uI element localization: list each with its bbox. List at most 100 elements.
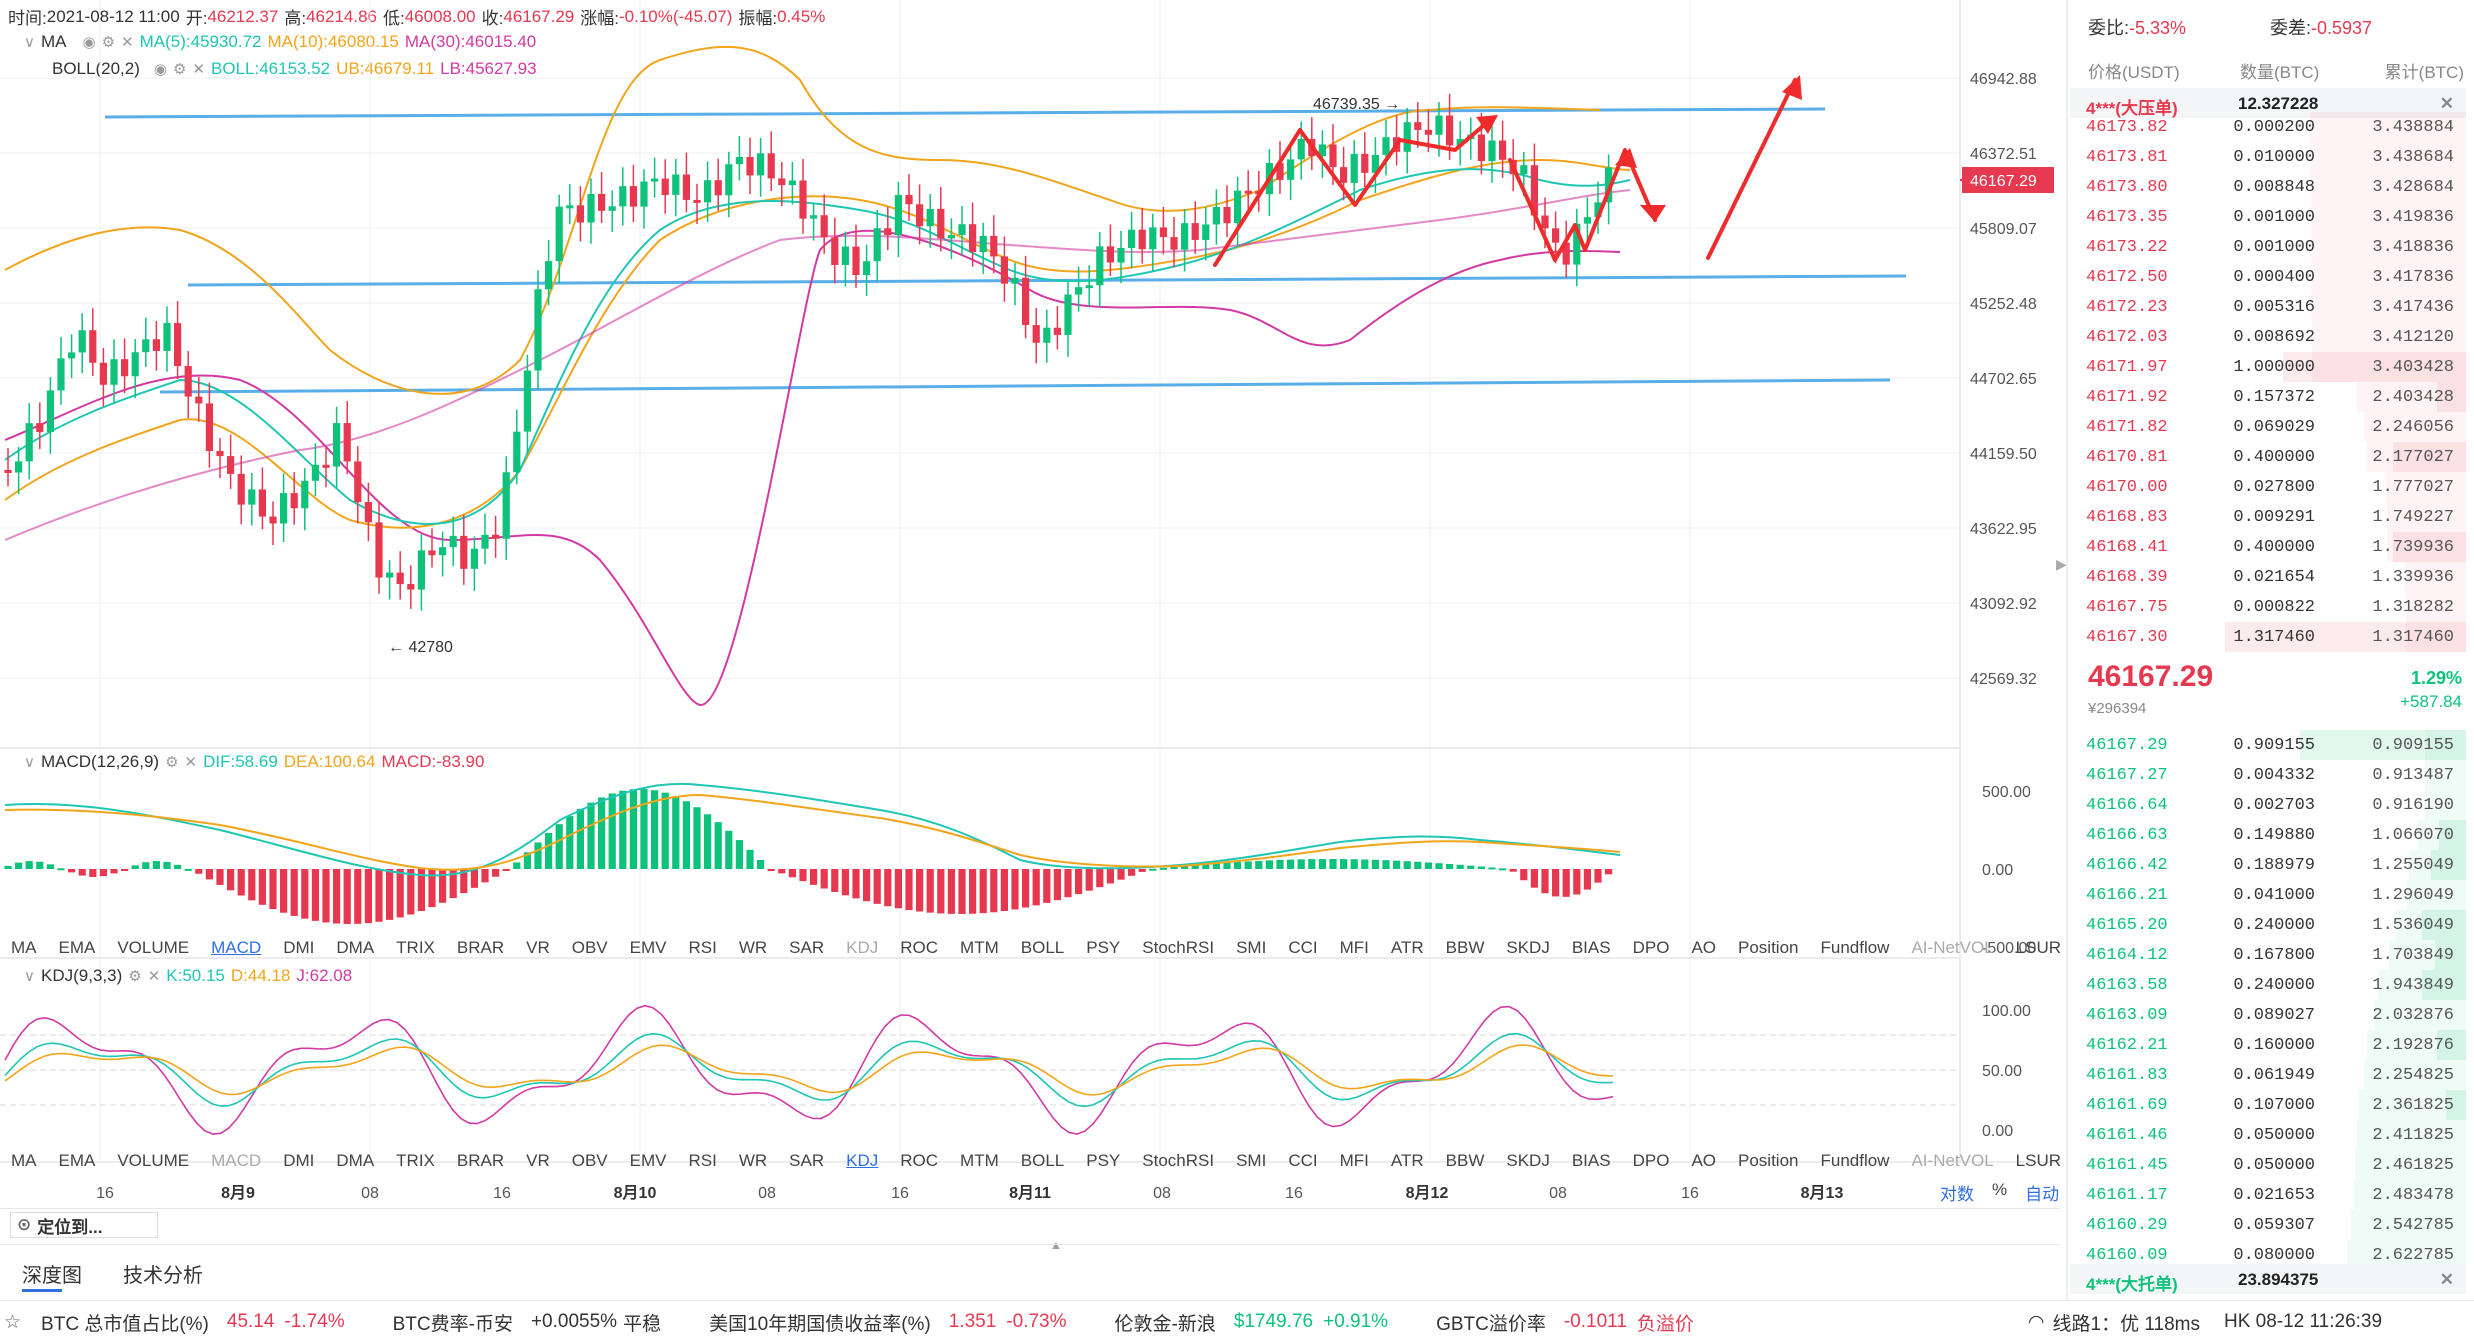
tab-dmi[interactable]: DMI bbox=[283, 938, 315, 957]
ask-row[interactable]: 46173.80 0.008848 3.428684 bbox=[2070, 172, 2466, 202]
tab-mfi[interactable]: MFI bbox=[1339, 938, 1369, 957]
tab-boll[interactable]: BOLL bbox=[1020, 938, 1065, 957]
tab-roc[interactable]: ROC bbox=[900, 1151, 939, 1170]
tab-dma[interactable]: DMA bbox=[336, 1151, 375, 1170]
tab-position[interactable]: Position bbox=[1738, 1151, 1799, 1170]
close-icon[interactable]: ✕ bbox=[147, 968, 161, 985]
tab-skdj[interactable]: SKDJ bbox=[1506, 1151, 1550, 1170]
gear-icon[interactable]: ⚙ bbox=[165, 754, 179, 771]
tab-bias[interactable]: BIAS bbox=[1571, 1151, 1611, 1170]
kline-chart[interactable]: 46739.35 → ← 42780 46167.29 46942.88 4637… bbox=[0, 0, 2060, 1250]
tab-vr[interactable]: VR bbox=[526, 938, 550, 957]
tab-cci[interactable]: CCI bbox=[1288, 938, 1318, 957]
bid-row[interactable]: 46160.29 0.059307 2.542785 bbox=[2070, 1210, 2466, 1240]
bid-row[interactable]: 46161.46 0.050000 2.411825 bbox=[2070, 1120, 2466, 1150]
tab-skdj[interactable]: SKDJ bbox=[1506, 938, 1550, 957]
tab-wr[interactable]: WR bbox=[738, 1151, 768, 1170]
bid-row[interactable]: 46161.83 0.061949 2.254825 bbox=[2070, 1060, 2466, 1090]
ask-row[interactable]: 46173.81 0.010000 3.438684 bbox=[2070, 142, 2466, 172]
tab-mtm[interactable]: MTM bbox=[960, 938, 999, 957]
ask-row[interactable]: 46173.35 0.001000 3.419836 bbox=[2070, 202, 2466, 232]
ask-row[interactable]: 46167.75 0.000822 1.318282 bbox=[2070, 592, 2466, 622]
log-scale-toggle[interactable]: 对数 bbox=[1940, 1185, 1974, 1204]
collapse-icon[interactable]: ∨ bbox=[24, 754, 35, 771]
tab-fundflow[interactable]: Fundflow bbox=[1820, 938, 1890, 957]
tab-fundflow[interactable]: Fundflow bbox=[1820, 1151, 1890, 1170]
bid-row[interactable]: 46166.63 0.149880 1.066070 bbox=[2070, 820, 2466, 850]
bid-row[interactable]: 46166.64 0.002703 0.916190 bbox=[2070, 790, 2466, 820]
ask-row[interactable]: 46168.39 0.021654 1.339936 bbox=[2070, 562, 2466, 592]
resistance-line[interactable] bbox=[104, 107, 1826, 119]
eye-icon[interactable]: ◉ bbox=[82, 34, 96, 51]
tab-obv[interactable]: OBV bbox=[571, 938, 608, 957]
bid-row[interactable]: 46166.42 0.188979 1.255049 bbox=[2070, 850, 2466, 880]
panel-collapse-icon[interactable]: ▶ bbox=[2056, 556, 2067, 572]
tab-ai-netvol[interactable]: AI-NetVOL bbox=[1911, 938, 1994, 957]
gear-icon[interactable]: ⚙ bbox=[172, 61, 187, 78]
ask-row[interactable]: 46172.50 0.000400 3.417836 bbox=[2070, 262, 2466, 292]
tab-dpo[interactable]: DPO bbox=[1632, 938, 1670, 957]
tab-psy[interactable]: PSY bbox=[1086, 1151, 1121, 1170]
eye-icon[interactable]: ◉ bbox=[153, 61, 167, 78]
tab-bbw[interactable]: BBW bbox=[1445, 1151, 1485, 1170]
tab-atr[interactable]: ATR bbox=[1390, 938, 1424, 957]
tab-macd[interactable]: MACD bbox=[211, 1151, 262, 1170]
ask-row[interactable]: 46167.30 1.317460 1.317460 bbox=[2070, 622, 2466, 652]
tab-stochrsi[interactable]: StochRSI bbox=[1142, 1151, 1215, 1170]
tab-ma[interactable]: MA bbox=[11, 938, 37, 957]
tab-wr[interactable]: WR bbox=[738, 938, 768, 957]
bid-row[interactable]: 46161.69 0.107000 2.361825 bbox=[2070, 1090, 2466, 1120]
tab-kdj[interactable]: KDJ bbox=[846, 1151, 879, 1170]
tab-depth-chart[interactable]: 深度图 bbox=[22, 1265, 82, 1287]
tab-ma[interactable]: MA bbox=[11, 1151, 37, 1170]
ask-row[interactable]: 46173.22 0.001000 3.418836 bbox=[2070, 232, 2466, 262]
tab-roc[interactable]: ROC bbox=[900, 938, 939, 957]
bid-row[interactable]: 46167.29 0.909155 0.909155 bbox=[2070, 730, 2466, 760]
star-icon[interactable]: ☆ bbox=[4, 1311, 22, 1333]
tab-position[interactable]: Position bbox=[1738, 938, 1799, 957]
collapse-icon[interactable]: ∨ bbox=[24, 34, 35, 51]
tab-ao[interactable]: AO bbox=[1691, 938, 1716, 957]
close-icon[interactable]: ✕ bbox=[2439, 1270, 2454, 1289]
tab-bias[interactable]: BIAS bbox=[1571, 938, 1611, 957]
tab-ema[interactable]: EMA bbox=[58, 1151, 96, 1170]
percent-scale-toggle[interactable]: % bbox=[1992, 1180, 2008, 1199]
tab-technical-analysis[interactable]: 技术分析 bbox=[123, 1265, 203, 1287]
locate-button[interactable]: ⊙ 定位到... bbox=[10, 1212, 158, 1238]
gear-icon[interactable]: ⚙ bbox=[128, 968, 142, 985]
tab-vr[interactable]: VR bbox=[526, 1151, 550, 1170]
tab-bbw[interactable]: BBW bbox=[1445, 938, 1485, 957]
ask-row[interactable]: 46168.83 0.009291 1.749227 bbox=[2070, 502, 2466, 532]
tab-dma[interactable]: DMA bbox=[336, 938, 375, 957]
collapse-icon[interactable]: ∨ bbox=[24, 968, 35, 985]
tab-obv[interactable]: OBV bbox=[571, 1151, 608, 1170]
tab-kdj[interactable]: KDJ bbox=[846, 938, 879, 957]
bid-row[interactable]: 46161.17 0.021653 2.483478 bbox=[2070, 1180, 2466, 1210]
tab-ema[interactable]: EMA bbox=[58, 938, 96, 957]
tab-trix[interactable]: TRIX bbox=[396, 1151, 435, 1170]
close-icon[interactable]: ✕ bbox=[192, 61, 206, 78]
close-icon[interactable]: ✕ bbox=[121, 34, 134, 51]
lower-support-line[interactable] bbox=[159, 378, 1891, 394]
bid-row[interactable]: 46165.20 0.240000 1.536049 bbox=[2070, 910, 2466, 940]
tab-ai-netvol[interactable]: AI-NetVOL bbox=[1911, 1151, 1994, 1170]
tab-stochrsi[interactable]: StochRSI bbox=[1142, 938, 1215, 957]
tab-dmi[interactable]: DMI bbox=[283, 1151, 315, 1170]
close-icon[interactable]: ✕ bbox=[2439, 94, 2454, 113]
tab-sar[interactable]: SAR bbox=[789, 938, 825, 957]
expand-handle-icon[interactable]: ▲ bbox=[1050, 1238, 1062, 1252]
tab-macd[interactable]: MACD bbox=[211, 938, 262, 957]
ask-row[interactable]: 46171.82 0.069029 2.246056 bbox=[2070, 412, 2466, 442]
bid-row[interactable]: 46162.21 0.160000 2.192876 bbox=[2070, 1030, 2466, 1060]
bid-row[interactable]: 46161.45 0.050000 2.461825 bbox=[2070, 1150, 2466, 1180]
tab-lsur[interactable]: LSUR bbox=[2015, 938, 2062, 957]
ask-wall-row[interactable]: 4***(大压单) 12.327228 ✕ bbox=[2070, 88, 2466, 118]
tab-rsi[interactable]: RSI bbox=[688, 938, 717, 957]
bid-row[interactable]: 46163.58 0.240000 1.943849 bbox=[2070, 970, 2466, 1000]
tab-trix[interactable]: TRIX bbox=[396, 938, 435, 957]
tab-brar[interactable]: BRAR bbox=[456, 1151, 505, 1170]
bid-row[interactable]: 46166.21 0.041000 1.296049 bbox=[2070, 880, 2466, 910]
close-icon[interactable]: ✕ bbox=[184, 754, 198, 771]
gear-icon[interactable]: ⚙ bbox=[101, 34, 116, 51]
tab-ao[interactable]: AO bbox=[1691, 1151, 1716, 1170]
